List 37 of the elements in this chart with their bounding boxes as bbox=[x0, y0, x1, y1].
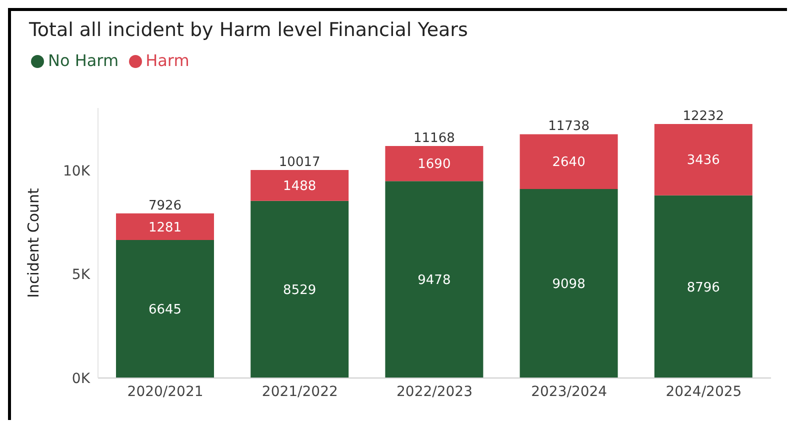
data-label: 3436 bbox=[686, 153, 720, 168]
data-label: 6645 bbox=[148, 302, 182, 318]
bar bbox=[250, 170, 349, 201]
data-label: 1690 bbox=[418, 157, 451, 172]
legend-label: No Harm bbox=[48, 51, 119, 70]
bar bbox=[520, 134, 618, 190]
total-label: 7926 bbox=[148, 198, 182, 214]
data-label: 1281 bbox=[148, 220, 182, 236]
bar bbox=[385, 181, 484, 378]
bar bbox=[654, 195, 752, 378]
data-label: 9098 bbox=[552, 277, 586, 292]
x-tick-label: 2022/2023 bbox=[396, 384, 472, 400]
y-tick-label: 5K bbox=[72, 267, 91, 284]
y-axis-title: Incident Count bbox=[24, 188, 42, 298]
y-tick-label: 10K bbox=[63, 163, 91, 180]
bar bbox=[116, 240, 214, 378]
bar bbox=[520, 189, 618, 378]
total-label: 12232 bbox=[682, 108, 724, 124]
data-label: 1488 bbox=[283, 179, 316, 194]
y-tick-label: 0K bbox=[72, 370, 91, 387]
x-tick-label: 2023/2024 bbox=[531, 384, 608, 400]
bar bbox=[654, 124, 752, 196]
total-label: 10017 bbox=[278, 154, 320, 170]
bar bbox=[385, 146, 484, 182]
total-label: 11168 bbox=[414, 131, 455, 146]
total-label: 11738 bbox=[548, 119, 590, 134]
legend-label: Harm bbox=[146, 51, 190, 70]
data-label: 9478 bbox=[418, 273, 451, 288]
bar bbox=[116, 213, 214, 240]
data-label: 8529 bbox=[283, 283, 316, 298]
chart-title: Total all incident by Harm level Financial Years bbox=[28, 18, 469, 41]
bar bbox=[250, 200, 349, 378]
x-tick-label: 2021/2022 bbox=[262, 384, 338, 400]
x-tick-label: 2020/2021 bbox=[127, 384, 204, 400]
x-tick-label: 2024/2025 bbox=[666, 384, 742, 400]
data-label: 2640 bbox=[552, 155, 586, 170]
data-label: 8796 bbox=[686, 280, 720, 296]
